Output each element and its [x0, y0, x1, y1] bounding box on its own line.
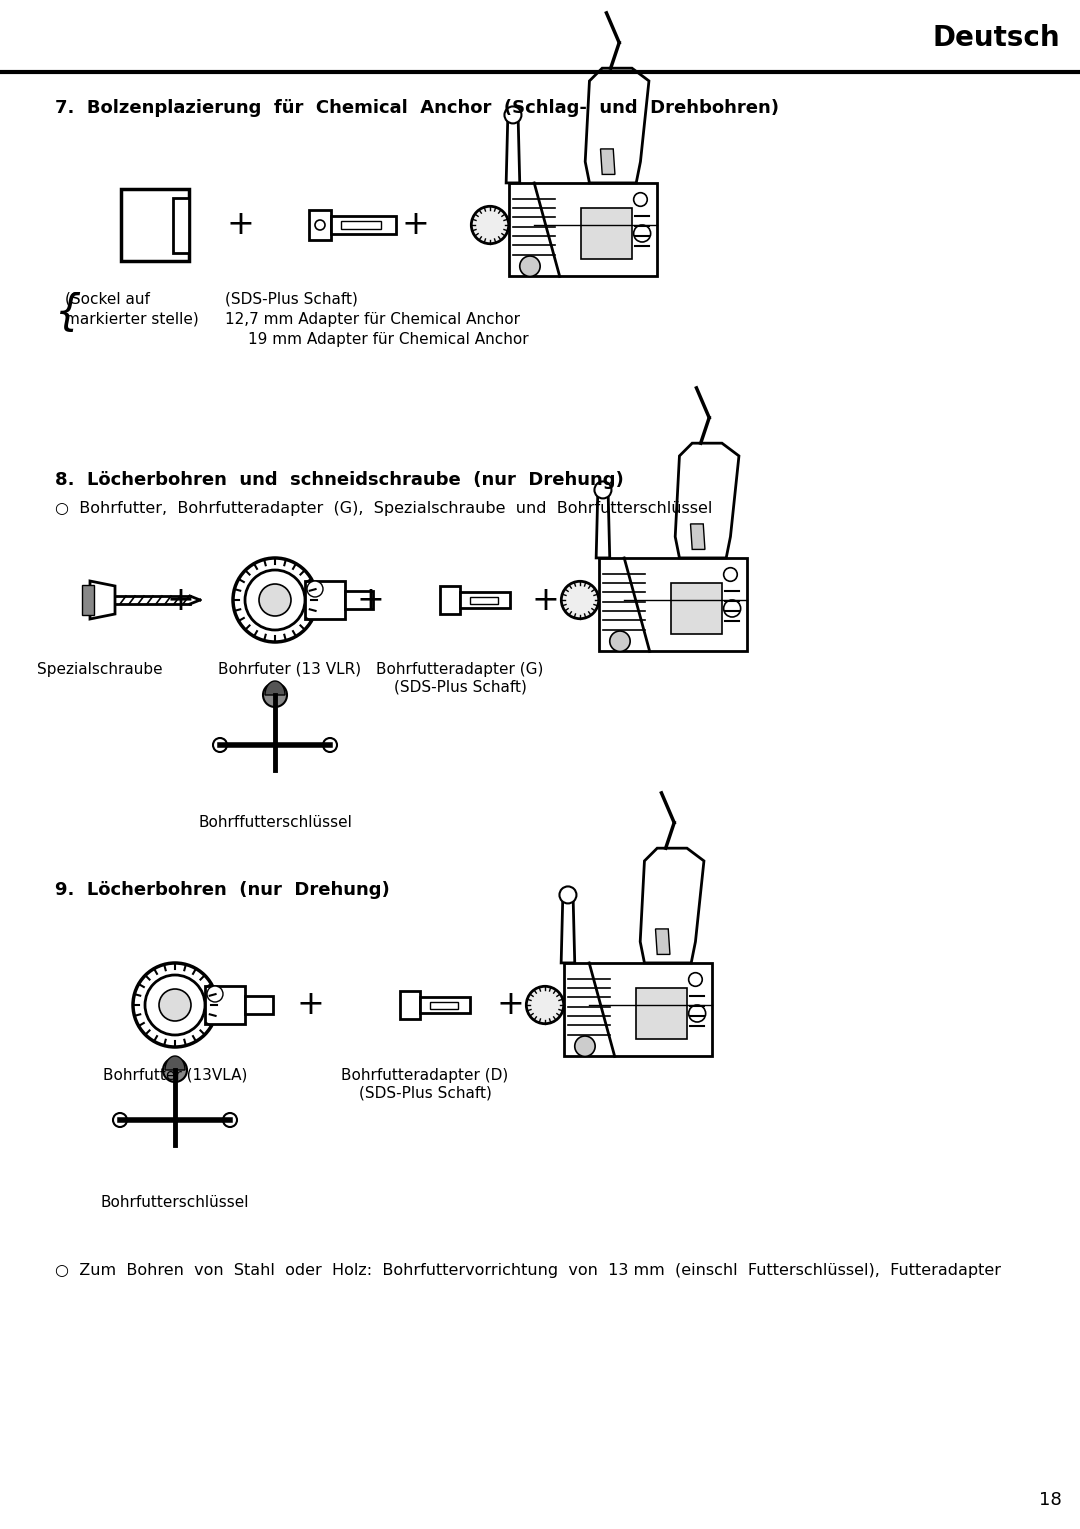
Text: Bohrfutteradapter (D): Bohrfutteradapter (D) — [341, 1067, 509, 1083]
Circle shape — [526, 986, 564, 1024]
Circle shape — [610, 631, 630, 651]
Text: 18: 18 — [1039, 1491, 1062, 1509]
Text: ○  Bohrfutter,  Bohrfutteradapter  (G),  Spezialschraube  und  Bohrfutterschlüss: ○ Bohrfutter, Bohrfutteradapter (G), Spe… — [55, 500, 713, 515]
Polygon shape — [585, 69, 649, 183]
Polygon shape — [265, 680, 285, 696]
Circle shape — [315, 220, 325, 229]
Polygon shape — [656, 930, 670, 954]
Bar — [598, 558, 747, 651]
Text: +: + — [296, 989, 324, 1021]
Text: Spezialschraube: Spezialschraube — [37, 662, 163, 677]
Bar — [400, 991, 420, 1018]
Text: 19 mm Adapter für Chemical Anchor: 19 mm Adapter für Chemical Anchor — [248, 332, 528, 347]
Bar — [460, 592, 510, 609]
Text: Bohrfutterschlüssel: Bohrfutterschlüssel — [100, 1196, 249, 1209]
Text: (SDS-Plus Schaft): (SDS-Plus Schaft) — [359, 1086, 491, 1101]
Circle shape — [245, 570, 305, 630]
Text: {: { — [55, 292, 81, 333]
Circle shape — [471, 206, 509, 243]
Circle shape — [724, 567, 738, 581]
Bar — [205, 986, 245, 1024]
Circle shape — [264, 683, 287, 706]
Bar — [509, 183, 658, 277]
Bar — [430, 1001, 458, 1009]
Bar — [82, 586, 94, 615]
Polygon shape — [562, 894, 575, 963]
Circle shape — [562, 581, 598, 619]
Text: (SDS-Plus Schaft): (SDS-Plus Schaft) — [225, 292, 357, 307]
Circle shape — [159, 989, 191, 1021]
Bar — [330, 216, 396, 234]
Circle shape — [213, 739, 227, 752]
Polygon shape — [507, 115, 519, 183]
Bar — [245, 995, 273, 1014]
Bar — [581, 208, 632, 258]
Text: 7.  Bolzenplazierung  für  Chemical  Anchor  (Schlag-  und  Drehbohren): 7. Bolzenplazierung für Chemical Anchor … — [55, 99, 779, 118]
Bar — [470, 596, 498, 604]
Text: ○  Zum  Bohren  von  Stahl  oder  Holz:  Bohrfuttervorrichtung  von  13 mm  (ein: ○ Zum Bohren von Stahl oder Holz: Bohrfu… — [55, 1263, 1001, 1278]
Circle shape — [307, 581, 323, 596]
Text: Bohrfutter (13VLA): Bohrfutter (13VLA) — [103, 1067, 247, 1083]
Circle shape — [145, 976, 205, 1035]
Circle shape — [113, 1113, 127, 1127]
Circle shape — [323, 739, 337, 752]
Text: Bohrfutteradapter (G): Bohrfutteradapter (G) — [376, 662, 543, 677]
Circle shape — [519, 255, 540, 277]
Text: +: + — [226, 208, 254, 242]
Text: 8.  Löcherbohren  und  schneidschraube  (nur  Drehung): 8. Löcherbohren und schneidschraube (nur… — [55, 471, 624, 489]
Circle shape — [594, 482, 611, 498]
Circle shape — [689, 972, 702, 986]
Bar — [341, 222, 381, 229]
Circle shape — [222, 1113, 237, 1127]
Text: +: + — [531, 584, 559, 616]
Text: +: + — [496, 989, 524, 1021]
Bar — [309, 209, 330, 240]
Bar — [121, 190, 189, 261]
Text: (SDS-Plus Schaft): (SDS-Plus Schaft) — [393, 680, 526, 696]
Text: Deutsch: Deutsch — [932, 24, 1059, 52]
Bar — [440, 586, 460, 615]
Polygon shape — [640, 849, 704, 963]
Polygon shape — [600, 148, 615, 174]
Bar — [420, 997, 470, 1014]
Polygon shape — [165, 1057, 185, 1070]
Text: +: + — [401, 208, 429, 242]
Circle shape — [634, 193, 647, 206]
Bar — [671, 583, 721, 635]
Circle shape — [575, 1037, 595, 1057]
Text: 12,7 mm Adapter für Chemical Anchor: 12,7 mm Adapter für Chemical Anchor — [225, 312, 519, 327]
Circle shape — [504, 107, 522, 124]
Circle shape — [259, 584, 291, 616]
Text: Bohrffutterschlüssel: Bohrffutterschlüssel — [198, 815, 352, 830]
Text: markierter stelle): markierter stelle) — [65, 312, 199, 327]
Bar — [173, 197, 189, 252]
Circle shape — [163, 1058, 187, 1083]
Circle shape — [724, 599, 741, 618]
Text: +: + — [166, 584, 194, 616]
Circle shape — [689, 1005, 705, 1021]
Polygon shape — [690, 524, 705, 549]
Polygon shape — [90, 581, 114, 619]
Polygon shape — [675, 443, 739, 558]
Circle shape — [207, 986, 222, 1001]
Bar — [345, 592, 373, 609]
Bar — [564, 963, 713, 1057]
Text: (Sockel auf: (Sockel auf — [65, 292, 150, 307]
Circle shape — [559, 887, 577, 904]
Text: +: + — [356, 584, 383, 616]
Text: Bohrfuter (13 VLR): Bohrfuter (13 VLR) — [218, 662, 362, 677]
Polygon shape — [596, 489, 610, 558]
Text: 9.  Löcherbohren  (nur  Drehung): 9. Löcherbohren (nur Drehung) — [55, 881, 390, 899]
Bar — [305, 581, 345, 619]
Circle shape — [634, 225, 650, 242]
Bar — [636, 988, 687, 1040]
